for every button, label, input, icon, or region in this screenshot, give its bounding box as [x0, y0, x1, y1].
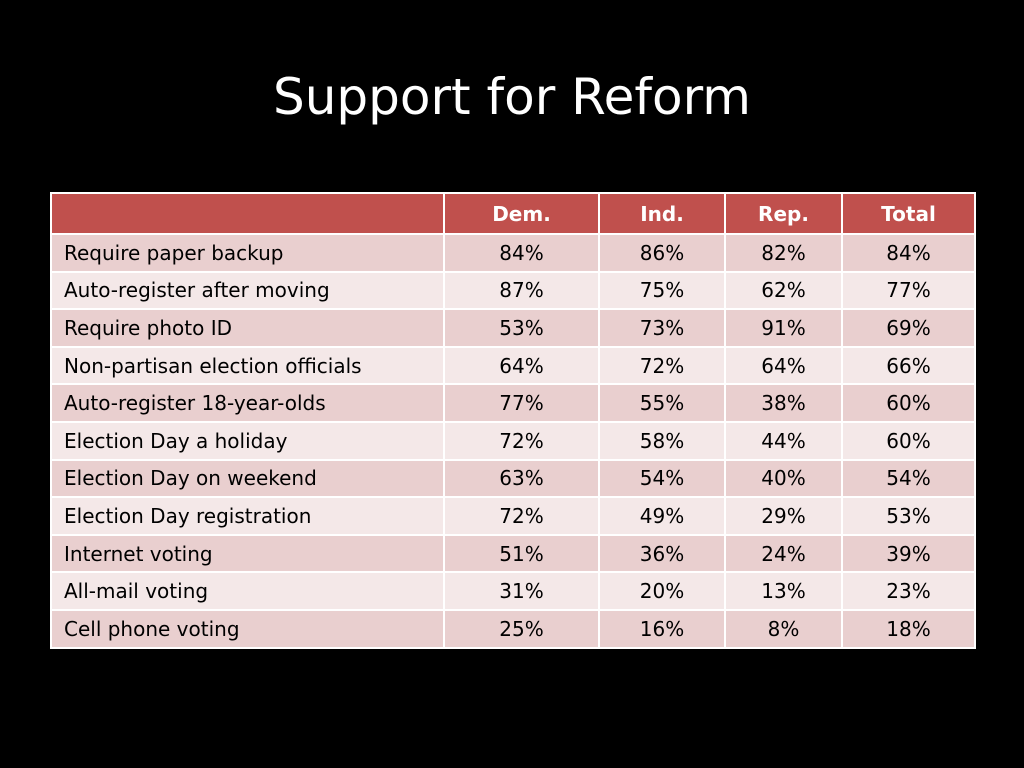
table-row: Cell phone voting 25% 16% 8% 18%: [51, 610, 975, 648]
row-label: Internet voting: [51, 535, 444, 573]
table-body: Require paper backup 84% 86% 82% 84% Auto-reg…: [51, 234, 975, 648]
table-row: Election Day a holiday 72% 58% 44% 60%: [51, 422, 975, 460]
cell-dem: 25%: [444, 610, 599, 648]
table-row: Election Day on weekend 63% 54% 40% 54%: [51, 460, 975, 498]
cell-dem: 53%: [444, 309, 599, 347]
table-row: Require paper backup 84% 86% 82% 84%: [51, 234, 975, 272]
cell-total: 18%: [842, 610, 975, 648]
header-cell-total: Total: [842, 193, 975, 234]
header-cell-ind: Ind.: [599, 193, 725, 234]
cell-ind: 72%: [599, 347, 725, 385]
cell-rep: 62%: [725, 272, 842, 310]
cell-total: 60%: [842, 384, 975, 422]
cell-total: 84%: [842, 234, 975, 272]
table-row: Require photo ID 53% 73% 91% 69%: [51, 309, 975, 347]
header-cell-dem: Dem.: [444, 193, 599, 234]
table-row: Election Day registration 72% 49% 29% 53%: [51, 497, 975, 535]
cell-rep: 38%: [725, 384, 842, 422]
cell-rep: 40%: [725, 460, 842, 498]
row-label: Election Day on weekend: [51, 460, 444, 498]
cell-total: 60%: [842, 422, 975, 460]
row-label: Election Day registration: [51, 497, 444, 535]
cell-dem: 51%: [444, 535, 599, 573]
cell-rep: 82%: [725, 234, 842, 272]
table-row: Auto-register after moving 87% 75% 62% 77%: [51, 272, 975, 310]
cell-total: 39%: [842, 535, 975, 573]
cell-dem: 72%: [444, 422, 599, 460]
cell-dem: 87%: [444, 272, 599, 310]
row-label: Auto-register after moving: [51, 272, 444, 310]
cell-dem: 84%: [444, 234, 599, 272]
cell-total: 69%: [842, 309, 975, 347]
cell-rep: 64%: [725, 347, 842, 385]
cell-total: 54%: [842, 460, 975, 498]
cell-dem: 77%: [444, 384, 599, 422]
cell-ind: 49%: [599, 497, 725, 535]
slide-title: Support for Reform: [0, 62, 1024, 132]
cell-total: 53%: [842, 497, 975, 535]
cell-dem: 72%: [444, 497, 599, 535]
cell-total: 66%: [842, 347, 975, 385]
cell-dem: 63%: [444, 460, 599, 498]
cell-rep: 44%: [725, 422, 842, 460]
row-label: Require photo ID: [51, 309, 444, 347]
cell-ind: 86%: [599, 234, 725, 272]
cell-ind: 55%: [599, 384, 725, 422]
row-label: All-mail voting: [51, 572, 444, 610]
cell-rep: 29%: [725, 497, 842, 535]
table-row: Auto-register 18-year-olds 77% 55% 38% 60%: [51, 384, 975, 422]
table-row: Internet voting 51% 36% 24% 39%: [51, 535, 975, 573]
cell-total: 77%: [842, 272, 975, 310]
row-label: Cell phone voting: [51, 610, 444, 648]
cell-rep: 24%: [725, 535, 842, 573]
header-cell-blank: [51, 193, 444, 234]
cell-ind: 58%: [599, 422, 725, 460]
cell-ind: 73%: [599, 309, 725, 347]
reform-support-table: Dem. Ind. Rep. Total Require paper backu…: [50, 192, 976, 649]
cell-dem: 64%: [444, 347, 599, 385]
table-header-row: Dem. Ind. Rep. Total: [51, 193, 975, 234]
table-row: Non-partisan election officials 64% 72% 64%…: [51, 347, 975, 385]
cell-ind: 54%: [599, 460, 725, 498]
cell-dem: 31%: [444, 572, 599, 610]
cell-rep: 91%: [725, 309, 842, 347]
header-cell-rep: Rep.: [725, 193, 842, 234]
cell-ind: 36%: [599, 535, 725, 573]
row-label: Auto-register 18-year-olds: [51, 384, 444, 422]
row-label: Non-partisan election officials: [51, 347, 444, 385]
cell-total: 23%: [842, 572, 975, 610]
cell-ind: 16%: [599, 610, 725, 648]
cell-rep: 13%: [725, 572, 842, 610]
row-label: Require paper backup: [51, 234, 444, 272]
cell-ind: 20%: [599, 572, 725, 610]
cell-rep: 8%: [725, 610, 842, 648]
cell-ind: 75%: [599, 272, 725, 310]
row-label: Election Day a holiday: [51, 422, 444, 460]
table-row: All-mail voting 31% 20% 13% 23%: [51, 572, 975, 610]
